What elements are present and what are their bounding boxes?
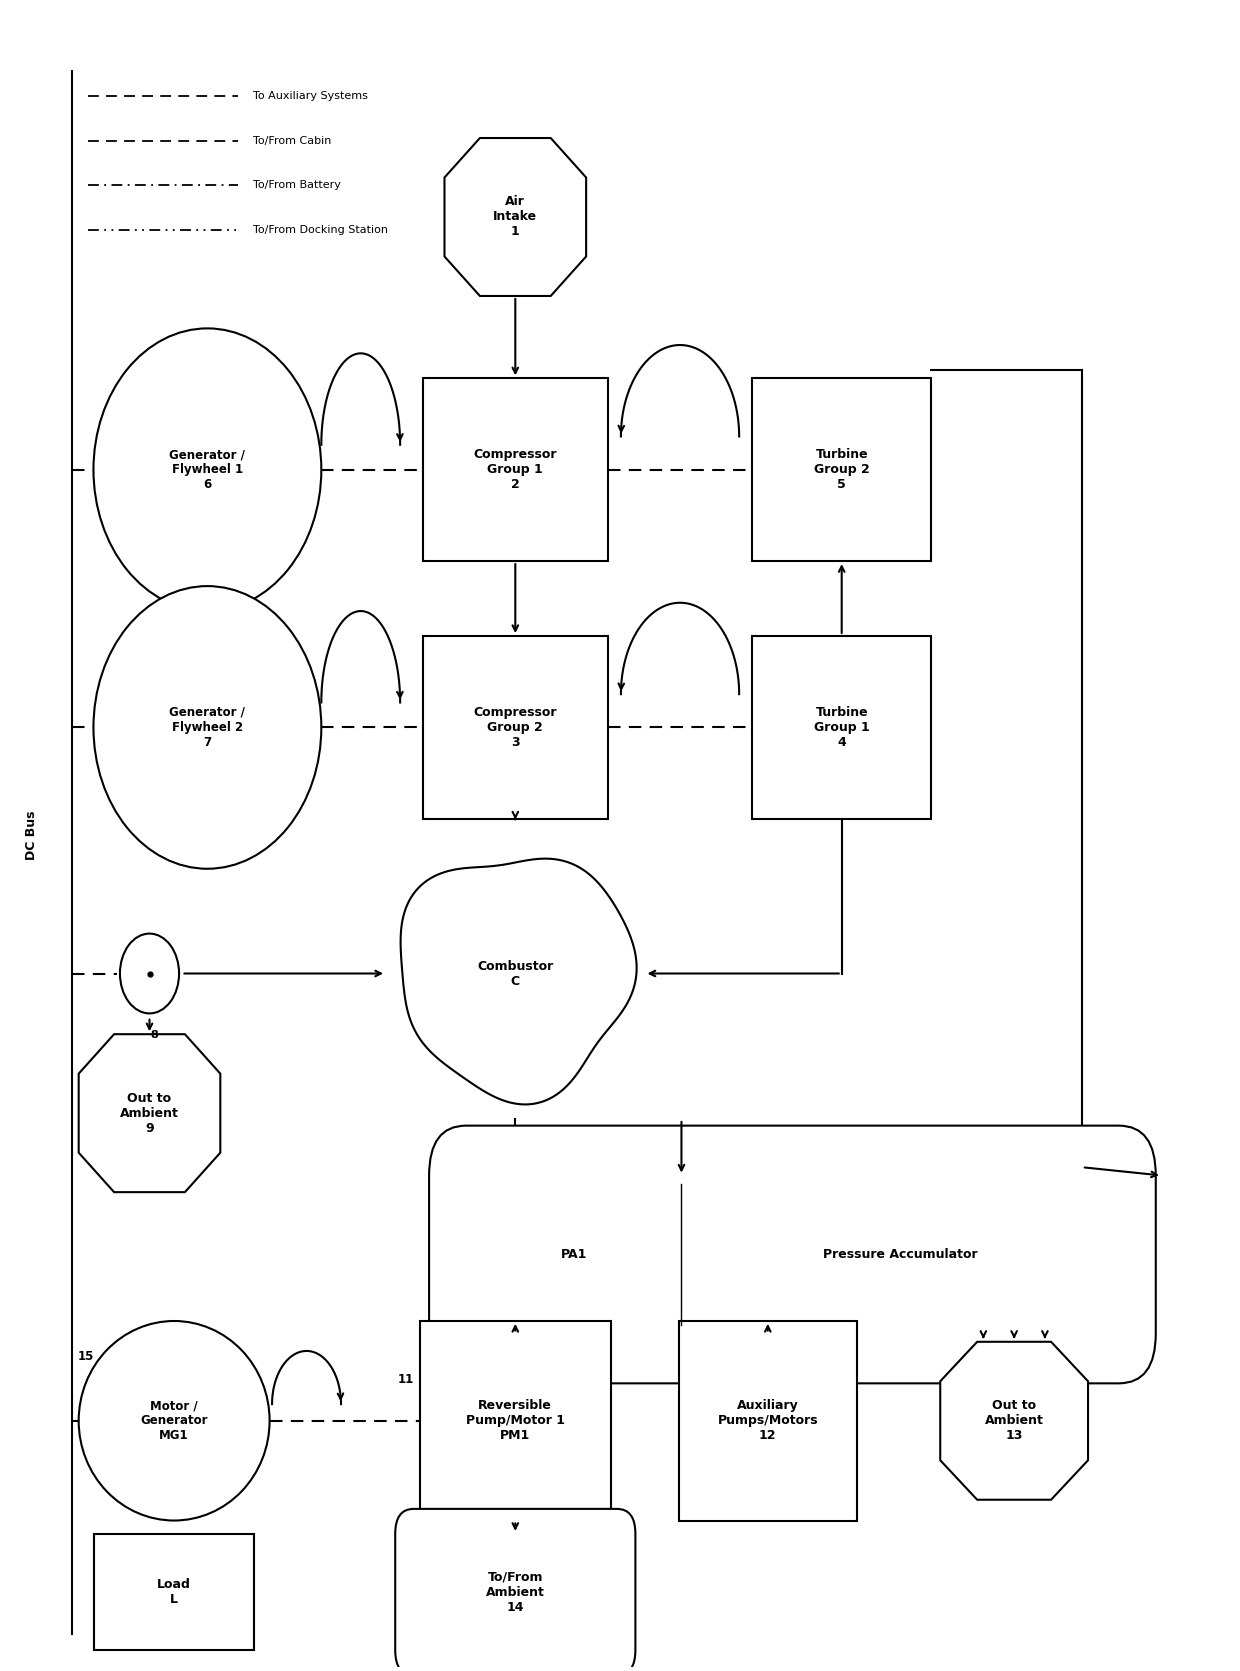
Text: To/From
Ambient
14: To/From Ambient 14 (486, 1571, 544, 1614)
Text: Compressor
Group 1
2: Compressor Group 1 2 (474, 448, 557, 491)
Ellipse shape (78, 1322, 269, 1521)
Text: PA1: PA1 (560, 1248, 587, 1262)
Ellipse shape (93, 329, 321, 612)
Text: Reversible
Pump/Motor 1
PM1: Reversible Pump/Motor 1 PM1 (466, 1399, 564, 1442)
Text: To/From Docking Station: To/From Docking Station (253, 226, 388, 236)
Text: 15: 15 (78, 1350, 94, 1364)
Text: Turbine
Group 1
4: Turbine Group 1 4 (813, 705, 869, 749)
FancyBboxPatch shape (753, 378, 931, 561)
Text: Generator /
Flywheel 2
7: Generator / Flywheel 2 7 (170, 705, 246, 749)
FancyBboxPatch shape (423, 378, 608, 561)
Text: Pressure Accumulator: Pressure Accumulator (823, 1248, 977, 1262)
Text: Combustor
C: Combustor C (477, 959, 553, 988)
Text: Auxiliary
Pumps/Motors
12: Auxiliary Pumps/Motors 12 (718, 1399, 818, 1442)
FancyBboxPatch shape (396, 1509, 635, 1671)
Text: Motor /
Generator
MG1: Motor / Generator MG1 (140, 1399, 208, 1442)
Ellipse shape (120, 934, 179, 1013)
FancyBboxPatch shape (423, 637, 608, 819)
Polygon shape (401, 859, 636, 1105)
Text: Load
L: Load L (157, 1577, 191, 1606)
Text: Turbine
Group 2
5: Turbine Group 2 5 (813, 448, 869, 491)
Text: Air
Intake
1: Air Intake 1 (494, 196, 537, 239)
Text: 11: 11 (398, 1372, 414, 1385)
Text: 8: 8 (150, 1029, 159, 1039)
Text: Out to
Ambient
13: Out to Ambient 13 (985, 1399, 1044, 1442)
Text: To Auxiliary Systems: To Auxiliary Systems (253, 90, 368, 100)
Text: Compressor
Group 2
3: Compressor Group 2 3 (474, 705, 557, 749)
Ellipse shape (93, 587, 321, 869)
Text: 10: 10 (696, 1128, 713, 1140)
Text: c: c (1042, 1347, 1048, 1357)
Text: Out to
Ambient
9: Out to Ambient 9 (120, 1091, 179, 1135)
Polygon shape (940, 1342, 1087, 1501)
Text: To/From Battery: To/From Battery (253, 180, 341, 190)
Text: DC Bus: DC Bus (25, 810, 37, 861)
FancyBboxPatch shape (94, 1534, 254, 1651)
FancyBboxPatch shape (753, 637, 931, 819)
Text: Generator /
Flywheel 1
6: Generator / Flywheel 1 6 (170, 448, 246, 491)
Text: To/From Cabin: To/From Cabin (253, 135, 331, 145)
FancyBboxPatch shape (420, 1322, 611, 1521)
FancyBboxPatch shape (678, 1322, 857, 1521)
Polygon shape (444, 139, 587, 296)
Polygon shape (78, 1034, 221, 1191)
Text: b: b (1011, 1347, 1018, 1357)
FancyBboxPatch shape (429, 1126, 1156, 1384)
Text: a: a (980, 1347, 987, 1357)
